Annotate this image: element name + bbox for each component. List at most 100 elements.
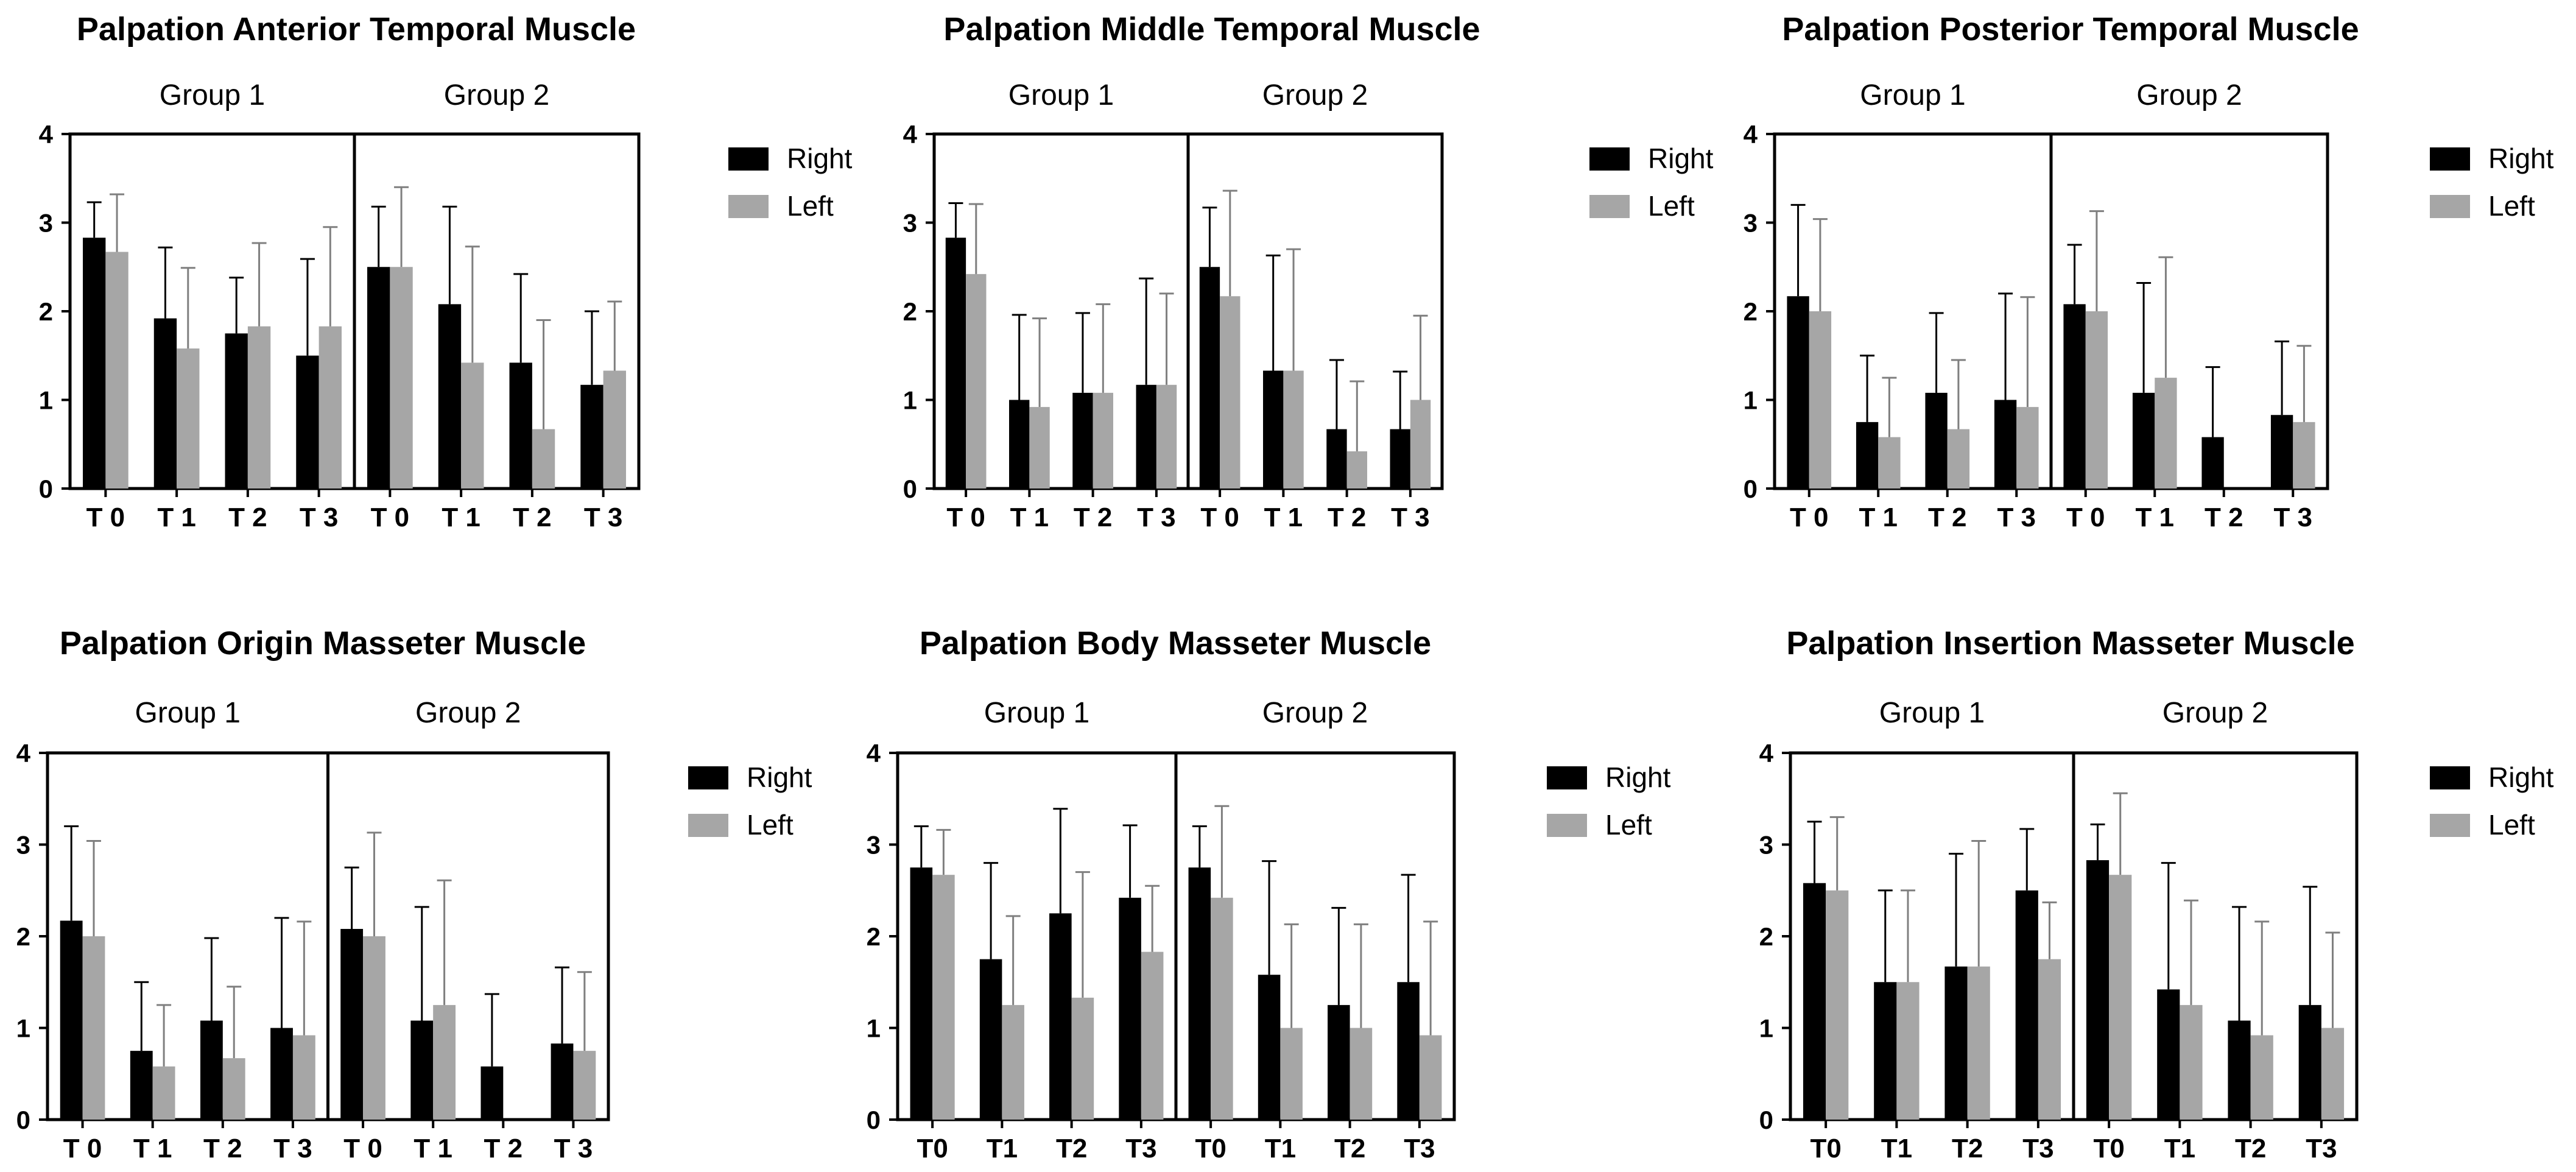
- y-tick-label: 2: [1744, 297, 1758, 326]
- bar-left-group2-t1: [433, 1004, 456, 1120]
- bar-left-group2-t0: [1220, 296, 1240, 489]
- y-tick-label: 2: [1759, 922, 1773, 951]
- bar-right-group2-t3: [2270, 415, 2293, 489]
- bar-right-group1-t2: [200, 1020, 223, 1120]
- x-tick-label: T 3: [300, 503, 339, 532]
- bar-right-group1-t0: [945, 238, 966, 489]
- bar-right-group2-t2: [1328, 1004, 1350, 1120]
- x-tick-label: T 2: [203, 1134, 242, 1163]
- bar-left-group2-t1: [2180, 1004, 2203, 1120]
- chart-panel-5: Palpation Body Masseter Muscle Group 1 Gro…: [867, 625, 1671, 1163]
- legend-label-right: Right: [2488, 143, 2554, 174]
- bar-left-group1-t1: [152, 1066, 175, 1120]
- bar-left-group1-t3: [1156, 384, 1177, 489]
- x-tick-label: T 1: [1010, 503, 1049, 532]
- bar-right-group2-t1: [1258, 975, 1281, 1120]
- x-tick-label: T 1: [1859, 503, 1898, 532]
- chart-panel-4: Palpation Origin Masseter Muscle Group 1 G…: [16, 625, 812, 1163]
- bar-right-group2-t0: [1188, 867, 1211, 1120]
- legend-swatch-left: [1589, 195, 1630, 218]
- legend-label-left: Left: [2488, 190, 2535, 222]
- x-tick-label: T1: [1265, 1134, 1296, 1163]
- x-tick-label: T 0: [2066, 503, 2105, 532]
- bar-right-group1-t3: [1119, 897, 1141, 1120]
- legend-swatch-left: [2430, 814, 2470, 837]
- x-tick-label: T 2: [228, 503, 267, 532]
- bar-right-group1-t0: [1803, 883, 1826, 1120]
- legend-swatch-right: [1547, 766, 1587, 789]
- bar-right-group2-t1: [1263, 370, 1284, 489]
- x-tick-label: T 3: [273, 1134, 312, 1163]
- x-tick-label: T2: [1056, 1134, 1087, 1163]
- bar-left-group1-t2: [1093, 392, 1113, 489]
- bar-right-group1-t1: [1009, 400, 1030, 489]
- bar-left-group2-t0: [363, 936, 385, 1120]
- bar-right-group2-t0: [1199, 267, 1220, 489]
- x-tick-label: T 3: [1137, 503, 1176, 532]
- bar-left-group2-t3: [573, 1051, 596, 1120]
- y-tick-label: 2: [867, 922, 881, 951]
- bar-left-group2-t1: [2155, 378, 2177, 489]
- x-tick-label: T 0: [1790, 503, 1829, 532]
- legend-swatch-right: [1589, 147, 1630, 171]
- bar-left-group1-t1: [1896, 982, 1920, 1120]
- y-tick-label: 4: [39, 120, 54, 149]
- bar-left-group1-t2: [1947, 429, 1970, 489]
- bar-left-group1-t1: [1002, 1004, 1024, 1120]
- chart-panel-6: Palpation Insertion Masseter Muscle Group…: [1759, 625, 2554, 1163]
- y-tick-label: 0: [903, 475, 917, 503]
- x-tick-label: T2: [1952, 1134, 1983, 1163]
- legend-swatch-left: [728, 195, 769, 218]
- legend-swatch-left: [1547, 814, 1587, 837]
- y-tick-label: 4: [1744, 120, 1758, 149]
- chart-title: Palpation Body Masseter Muscle: [920, 625, 1431, 662]
- x-tick-label: T3: [1125, 1134, 1156, 1163]
- x-tick-label: T 3: [1391, 503, 1430, 532]
- y-tick-label: 0: [1744, 475, 1758, 503]
- bar-left-group1-t3: [2016, 407, 2039, 489]
- legend-label-right: Right: [1648, 143, 1714, 174]
- legend-label-left: Left: [747, 809, 794, 841]
- x-tick-label: T0: [2093, 1134, 2124, 1163]
- x-tick-label: T1: [2164, 1134, 2195, 1163]
- bar-right-group2-t2: [509, 362, 532, 489]
- bar-right-group1-t1: [979, 959, 1002, 1120]
- bar-left-group2-t3: [2293, 422, 2315, 489]
- bar-right-group2-t3: [580, 384, 604, 489]
- bar-right-group1-t2: [1944, 966, 1968, 1120]
- x-tick-label: T 2: [484, 1134, 523, 1163]
- bar-left-group1-t0: [932, 875, 955, 1120]
- x-tick-label: T 2: [513, 503, 552, 532]
- bar-right-group2-t0: [2086, 860, 2110, 1120]
- bar-right-group1-t3: [1136, 384, 1156, 489]
- x-tick-label: T 0: [63, 1134, 102, 1163]
- x-tick-label: T3: [2306, 1134, 2337, 1163]
- bar-right-group1-t1: [153, 318, 177, 489]
- bar-right-group2-t3: [1397, 982, 1420, 1120]
- x-tick-label: T 1: [133, 1134, 172, 1163]
- bar-left-group2-t3: [1419, 1035, 1442, 1120]
- chart-panel-2: Palpation Middle Temporal Muscle Group 1 G…: [903, 11, 1714, 532]
- legend-swatch-right: [728, 147, 769, 171]
- x-tick-label: T0: [917, 1134, 948, 1163]
- bar-left-group1-t1: [177, 348, 200, 489]
- bar-right-group2-t1: [2132, 392, 2155, 489]
- x-tick-label: T 1: [442, 503, 480, 532]
- y-tick-label: 4: [16, 739, 31, 768]
- legend-swatch-left: [2430, 195, 2470, 218]
- x-tick-label: T3: [1404, 1134, 1435, 1163]
- legend-swatch-left: [688, 814, 728, 837]
- y-tick-label: 1: [16, 1014, 30, 1043]
- bar-right-group1-t3: [296, 355, 319, 489]
- x-tick-label: T2: [1334, 1134, 1365, 1163]
- bar-left-group2-t0: [390, 267, 413, 489]
- bar-right-group2-t2: [2201, 437, 2224, 489]
- x-tick-label: T0: [1810, 1134, 1841, 1163]
- x-tick-label: T 2: [1074, 503, 1113, 532]
- x-tick-label: T1: [1881, 1134, 1912, 1163]
- chart-title: Palpation Anterior Temporal Muscle: [77, 11, 636, 48]
- x-tick-label: T 0: [946, 503, 985, 532]
- y-tick-label: 2: [39, 297, 53, 326]
- legend-swatch-right: [2430, 766, 2470, 789]
